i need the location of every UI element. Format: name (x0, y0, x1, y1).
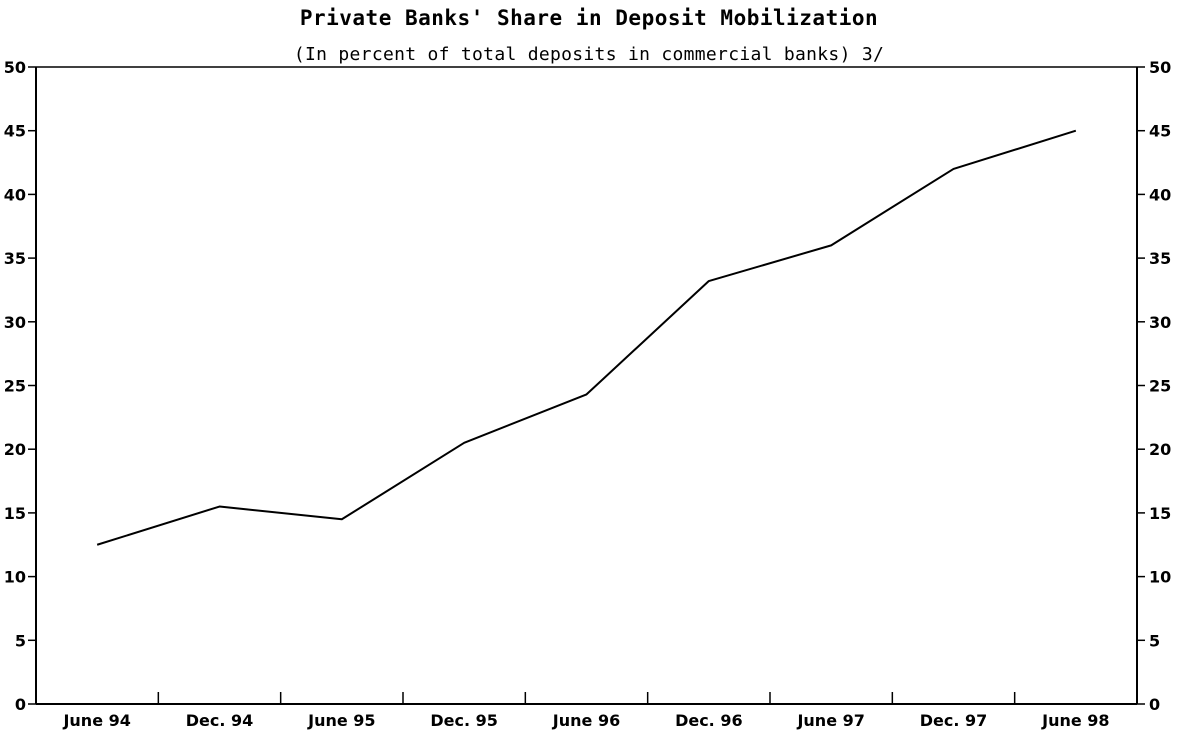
chart-title: Private Banks' Share in Deposit Mobiliza… (299, 6, 879, 30)
chart-subtitle: (In percent of total deposits in commerc… (293, 44, 885, 65)
right-y-axis-ticks: 0 5 10 15 20 25 30 35 40 45 50 (1137, 58, 1171, 714)
series-layer (96, 129, 1077, 546)
x-tick-label: Dec. 96 (675, 711, 743, 730)
y-tick-label-left: 50 (4, 58, 26, 77)
y-tick-label-left: 30 (4, 313, 26, 332)
left-y-axis-ticks: 0 5 10 15 20 25 30 35 40 45 50 (4, 58, 36, 714)
x-tick-label: June 98 (1041, 711, 1109, 730)
y-tick-label-left: 40 (4, 185, 26, 204)
y-tick-label-right: 45 (1149, 122, 1171, 141)
y-tick-label-right: 35 (1149, 249, 1171, 268)
y-tick-label-left: 0 (15, 695, 26, 714)
x-tick-label: June 95 (307, 711, 375, 730)
y-tick-label-left: 20 (4, 440, 26, 459)
y-tick-label-left: 45 (4, 122, 26, 141)
x-tick-label: Dec. 95 (430, 711, 498, 730)
x-tick-label: June 94 (62, 711, 130, 730)
y-tick-label-right: 10 (1149, 568, 1171, 587)
y-tick-label-left: 15 (4, 504, 26, 523)
y-tick-label-right: 50 (1149, 58, 1171, 77)
y-tick-label-left: 5 (15, 631, 26, 650)
y-tick-label-left: 25 (4, 377, 26, 396)
y-tick-label-right: 5 (1149, 631, 1160, 650)
y-tick-label-right: 20 (1149, 440, 1171, 459)
y-tick-label-right: 30 (1149, 313, 1171, 332)
x-tick-label: June 97 (796, 711, 864, 730)
y-tick-label-left: 35 (4, 249, 26, 268)
y-tick-label-left: 10 (4, 568, 26, 587)
y-tick-label-right: 0 (1149, 695, 1160, 714)
x-axis-ticks: June 94 Dec. 94 June 95 Dec. 95 June 96 Dec. … (62, 692, 1110, 730)
y-tick-label-right: 40 (1149, 185, 1171, 204)
y-tick-label-right: 15 (1149, 504, 1171, 523)
y-tick-label-right: 25 (1149, 377, 1171, 396)
x-tick-label: June 96 (552, 711, 620, 730)
series-line (96, 129, 1077, 546)
x-tick-label: Dec. 94 (186, 711, 254, 730)
x-tick-label: Dec. 97 (920, 711, 988, 730)
